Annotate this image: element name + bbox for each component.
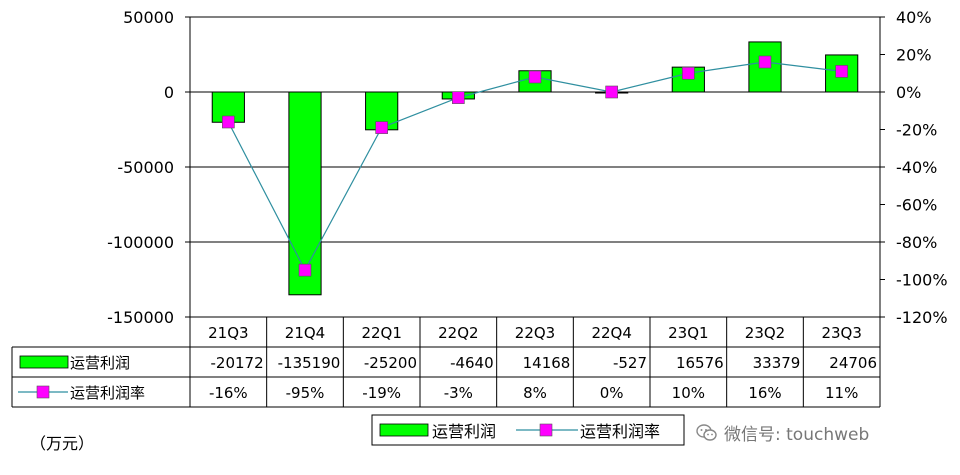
marker-23Q3 <box>835 65 848 78</box>
category-label: 23Q3 <box>821 324 861 342</box>
table-cell: 14168 <box>523 354 571 372</box>
legend-key-bar <box>379 423 429 437</box>
watermark-text: 微信号: touchweb <box>724 425 870 445</box>
legend-entry: 运营利润率 <box>580 422 660 441</box>
y-left-tick-label: -50000 <box>117 158 174 177</box>
y-right-tick-label: 20% <box>896 46 932 65</box>
table-cell: 8% <box>523 384 547 402</box>
y-right-tick-label: 40% <box>896 8 932 27</box>
category-label: 21Q3 <box>208 324 248 342</box>
table-cell: 33379 <box>753 354 801 372</box>
category-label: 22Q1 <box>361 324 401 342</box>
axes <box>185 16 885 318</box>
bar-21Q4 <box>288 91 322 296</box>
marker-22Q3 <box>528 70 542 84</box>
legend-key-marker <box>539 423 553 437</box>
legend: 运营利润 运营利润率 <box>371 414 685 446</box>
y-right-tick-label: -120% <box>896 308 948 327</box>
wechat-icon <box>696 423 718 443</box>
category-label: 22Q4 <box>591 324 631 342</box>
line-series <box>222 55 848 277</box>
marker-21Q4 <box>298 263 312 277</box>
y-right-ticks: 40% 20% 0% -20% -40% -60% -80% -100% -120% <box>896 8 948 327</box>
y-right-tick-label: -80% <box>896 233 937 252</box>
table-cell: 16% <box>748 384 781 402</box>
table-cell: 16576 <box>676 354 724 372</box>
unit-label: （万元） <box>30 434 95 453</box>
table-cell: -527 <box>613 354 647 372</box>
table-cell: -19% <box>362 384 401 402</box>
y-left-tick-label: -100000 <box>107 233 174 252</box>
table-cell: 11% <box>825 384 858 402</box>
marker-21Q3 <box>222 115 235 129</box>
table-cell: -3% <box>444 384 473 402</box>
watermark: 微信号: touchweb <box>696 420 869 445</box>
table-key-bar <box>19 355 69 369</box>
table-cell: -20172 <box>211 354 264 372</box>
table-cell: -135190 <box>278 354 341 372</box>
y-right-tick-label: -40% <box>896 158 937 177</box>
y-right-tick-label: 0% <box>896 83 921 102</box>
marker-22Q2 <box>452 91 465 104</box>
table-cell: -16% <box>209 384 248 402</box>
marker-23Q1 <box>682 66 695 80</box>
y-left-tick-label: -150000 <box>107 308 174 327</box>
marker-23Q2 <box>758 55 772 69</box>
category-label: 23Q2 <box>745 324 785 342</box>
table-series-name: 运营利润率 <box>70 384 145 402</box>
table-cell: -25200 <box>364 354 417 372</box>
y-right-tick-label: -20% <box>896 121 937 140</box>
table-cell: 10% <box>672 384 705 402</box>
category-label: 22Q3 <box>515 324 555 342</box>
y-left-tick-label: 50000 <box>123 8 174 27</box>
category-label: 21Q4 <box>285 324 325 342</box>
table-cell: 24706 <box>829 354 877 372</box>
table-cell: -95% <box>286 384 325 402</box>
table-cell: -4640 <box>450 354 494 372</box>
table-series-name: 运营利润 <box>70 354 130 372</box>
category-label: 22Q2 <box>438 324 478 342</box>
table-cell: 0% <box>600 384 624 402</box>
table-key-marker <box>36 385 50 399</box>
y-right-tick-label: -100% <box>896 271 948 290</box>
marker-22Q4 <box>605 85 618 99</box>
marker-22Q1 <box>375 121 388 134</box>
y-right-tick-label: -60% <box>896 196 937 215</box>
data-table: 21Q3 21Q4 22Q1 22Q2 22Q3 22Q4 23Q1 23Q2 23Q3 运营利润… <box>11 316 881 408</box>
y-left-tick-label: 0 <box>164 83 174 102</box>
legend-entry: 运营利润 <box>432 422 496 441</box>
y-left-ticks: 50000 0 -50000 -100000 -150000 <box>107 8 174 327</box>
category-label: 23Q1 <box>668 324 708 342</box>
